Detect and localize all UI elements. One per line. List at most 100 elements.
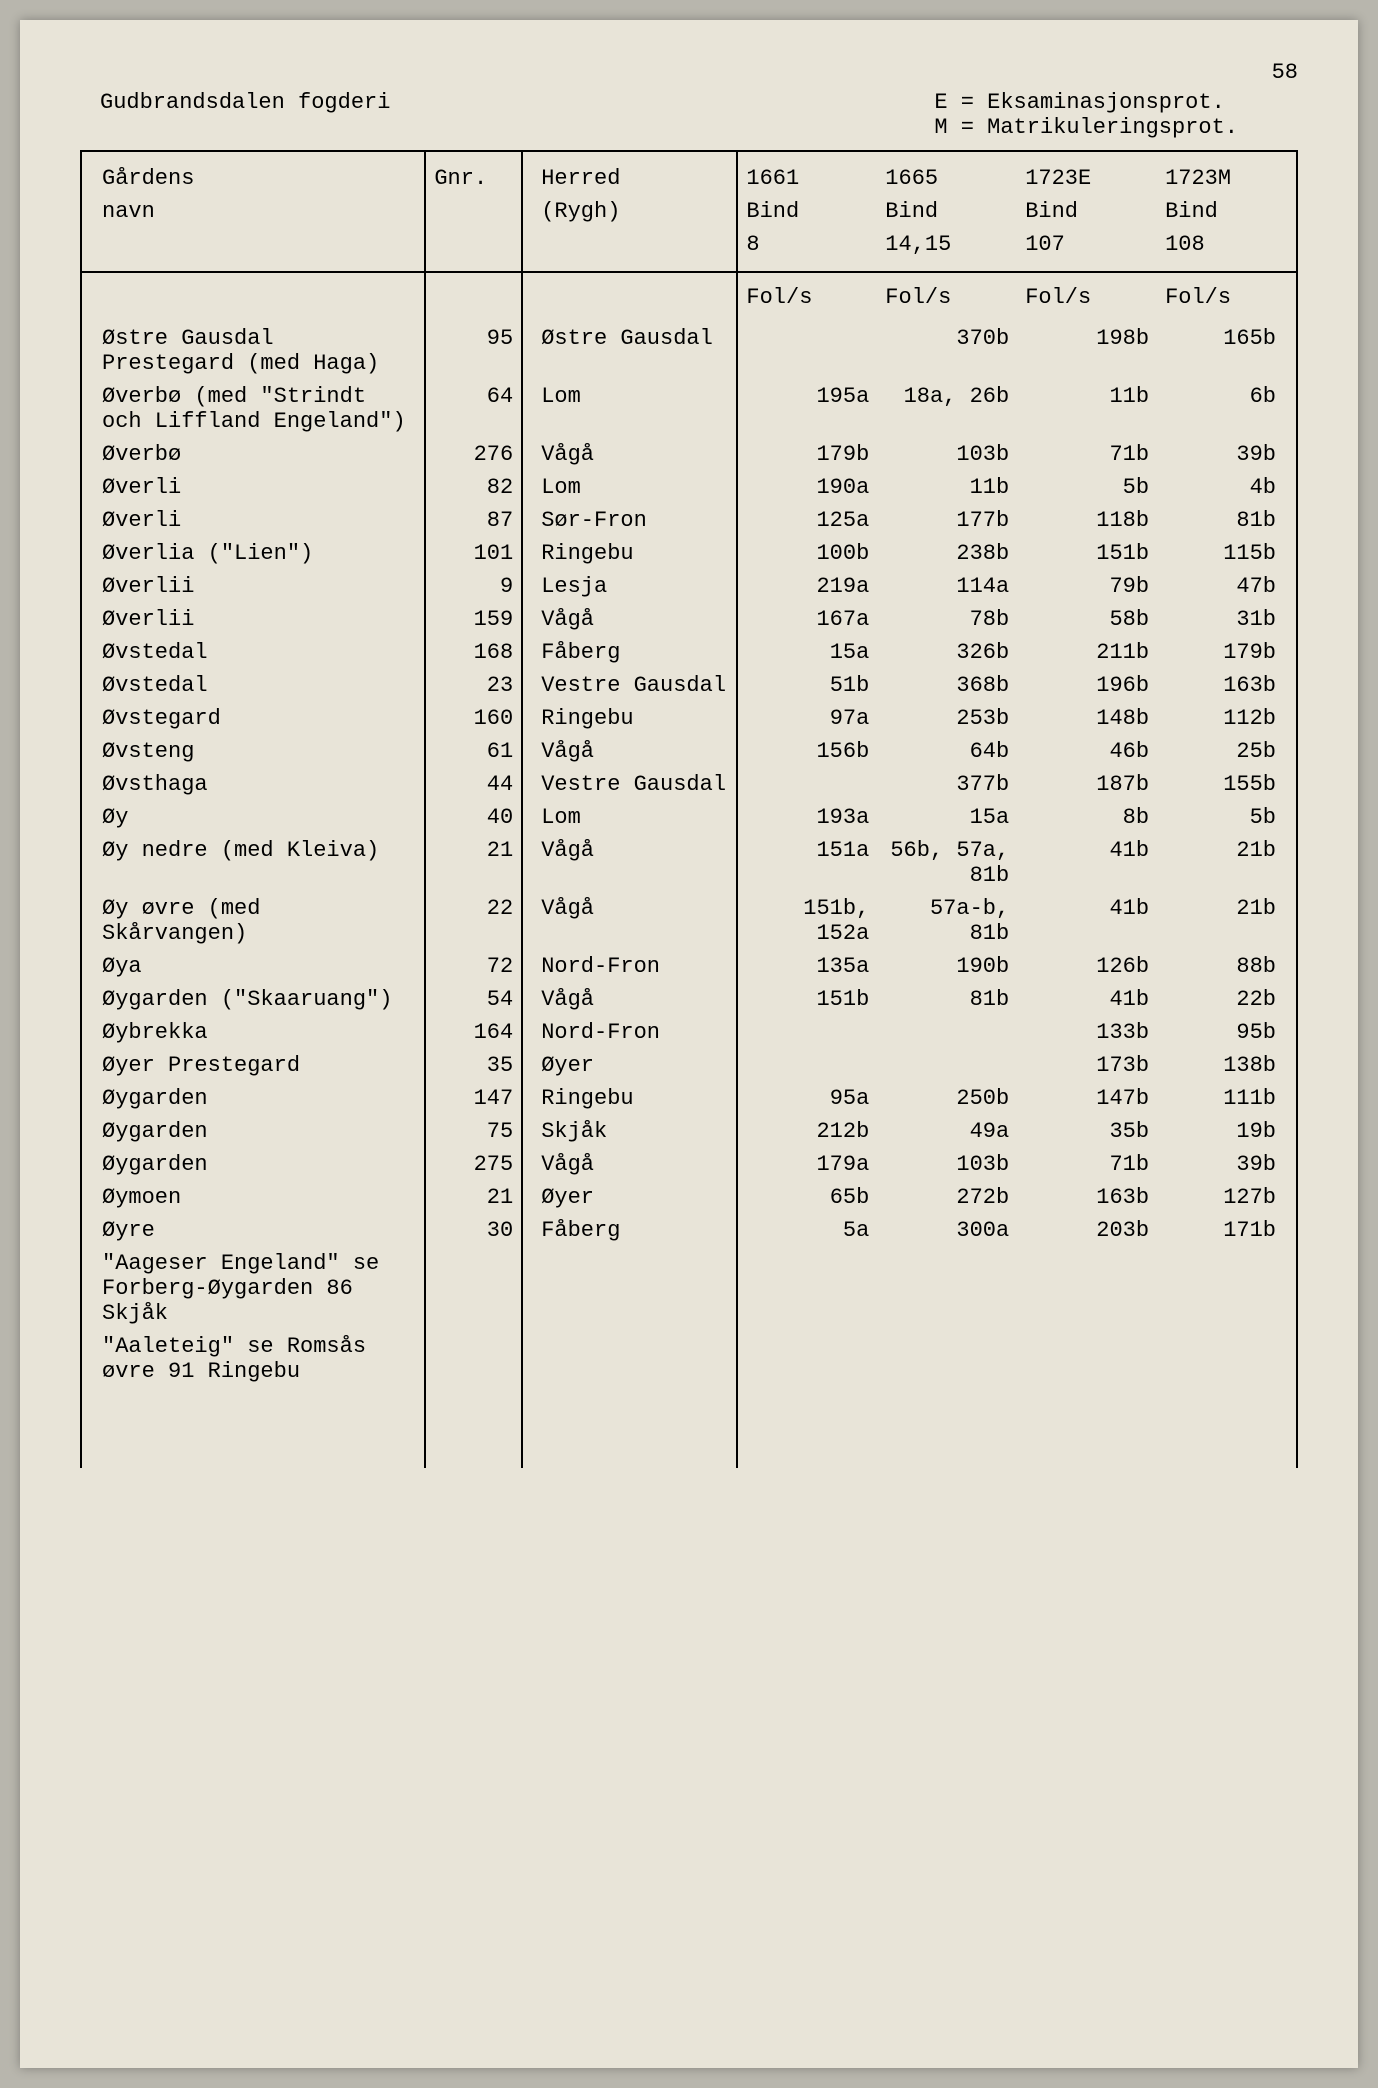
cell-gnr: [425, 1247, 522, 1330]
cell-1723m: 39b: [1157, 438, 1297, 471]
cell-1661: [737, 1330, 877, 1388]
cell-1723e: 198b: [1017, 322, 1157, 380]
cell-1661: 51b: [737, 669, 877, 702]
cell-name: Øyer Prestegard: [81, 1049, 425, 1082]
cell-1723m: [1157, 1247, 1297, 1330]
cell-1723m: 25b: [1157, 735, 1297, 768]
cell-gnr: 44: [425, 768, 522, 801]
cell-herred: [522, 1247, 737, 1330]
cell-herred: Vågå: [522, 983, 737, 1016]
table-row: Øverlii159Vågå167a78b58b31b: [81, 603, 1297, 636]
cell-gnr: 95: [425, 322, 522, 380]
cell-1723e: 79b: [1017, 570, 1157, 603]
cell-1661: 100b: [737, 537, 877, 570]
cell-name: Øymoen: [81, 1181, 425, 1214]
cell-1661: 179b: [737, 438, 877, 471]
cell-name: Østre Gausdal Prestegard (med Haga): [81, 322, 425, 380]
cell-1665: 56b, 57a, 81b: [877, 834, 1017, 892]
cell-1665: 253b: [877, 702, 1017, 735]
cell-gnr: 54: [425, 983, 522, 1016]
cell-1661: 156b: [737, 735, 877, 768]
cell-gnr: 159: [425, 603, 522, 636]
cell-1665: 114a: [877, 570, 1017, 603]
cell-1665: 326b: [877, 636, 1017, 669]
table-row: Øy øvre (med Skårvangen)22Vågå151b, 152a…: [81, 892, 1297, 950]
table-row: Øverli82Lom190a11b5b4b: [81, 471, 1297, 504]
cell-herred: Lom: [522, 801, 737, 834]
cell-1665: 300a: [877, 1214, 1017, 1247]
cell-name: Øvstedal: [81, 669, 425, 702]
cell-gnr: 72: [425, 950, 522, 983]
cell-1661: 190a: [737, 471, 877, 504]
cell-herred: Fåberg: [522, 1214, 737, 1247]
cell-gnr: 9: [425, 570, 522, 603]
table-row: Øvstegard160Ringebu97a253b148b112b: [81, 702, 1297, 735]
table-row: Øvstedal168Fåberg15a326b211b179b: [81, 636, 1297, 669]
cell-1665: 18a, 26b: [877, 380, 1017, 438]
cell-1723e: 187b: [1017, 768, 1157, 801]
fols-1723m: Fol/s: [1157, 272, 1297, 322]
cell-name: Øyre: [81, 1214, 425, 1247]
legend: E = Eksaminasjonsprot. M = Matrikulering…: [934, 90, 1298, 140]
cell-1661: [737, 1016, 877, 1049]
fols-1723e: Fol/s: [1017, 272, 1157, 322]
fols-row: Fol/s Fol/s Fol/s Fol/s: [81, 272, 1297, 322]
cell-herred: Vågå: [522, 1148, 737, 1181]
cell-1723m: 81b: [1157, 504, 1297, 537]
cell-1723e: 5b: [1017, 471, 1157, 504]
cell-1723m: 138b: [1157, 1049, 1297, 1082]
cell-name: Øybrekka: [81, 1016, 425, 1049]
cell-1723e: 203b: [1017, 1214, 1157, 1247]
cell-1723m: [1157, 1330, 1297, 1388]
cell-1723m: 47b: [1157, 570, 1297, 603]
header-row: Gårdens navn Gnr. Herred (Rygh) 1661 Bin…: [81, 151, 1297, 272]
cell-1723e: 147b: [1017, 1082, 1157, 1115]
cell-name: Øverlii: [81, 570, 425, 603]
table-row: Øy40Lom193a15a8b5b: [81, 801, 1297, 834]
table-row: Øverbø276Vågå179b103b71b39b: [81, 438, 1297, 471]
cell-herred: Lom: [522, 380, 737, 438]
cell-1723m: 95b: [1157, 1016, 1297, 1049]
col-header-1661: 1661 Bind 8: [737, 151, 877, 272]
cell-herred: Vågå: [522, 603, 737, 636]
cell-1661: 151b, 152a: [737, 892, 877, 950]
cell-1723m: 155b: [1157, 768, 1297, 801]
cell-1665: 238b: [877, 537, 1017, 570]
cell-herred: Ringebu: [522, 702, 737, 735]
table-row: Øverlii9Lesja219a114a79b47b: [81, 570, 1297, 603]
cell-1661: 195a: [737, 380, 877, 438]
cell-1723m: 163b: [1157, 669, 1297, 702]
cell-1723m: 171b: [1157, 1214, 1297, 1247]
cell-gnr: 101: [425, 537, 522, 570]
cell-1661: 95a: [737, 1082, 877, 1115]
col-header-1723m: 1723M Bind 108: [1157, 151, 1297, 272]
cell-1723e: 35b: [1017, 1115, 1157, 1148]
cell-gnr: 82: [425, 471, 522, 504]
cell-name: Øverlii: [81, 603, 425, 636]
col-header-herred: Herred (Rygh): [522, 151, 737, 272]
cell-1665: [877, 1247, 1017, 1330]
cell-gnr: 21: [425, 1181, 522, 1214]
cell-1665: 81b: [877, 983, 1017, 1016]
cell-gnr: 21: [425, 834, 522, 892]
table-row: Øya72Nord-Fron135a190b126b88b: [81, 950, 1297, 983]
cell-name: Øygarden: [81, 1082, 425, 1115]
cell-1665: 103b: [877, 438, 1017, 471]
cell-1723e: 58b: [1017, 603, 1157, 636]
cell-name: Øverli: [81, 471, 425, 504]
cell-1723m: 112b: [1157, 702, 1297, 735]
table-row: Øy nedre (med Kleiva)21Vågå151a56b, 57a,…: [81, 834, 1297, 892]
cell-1723e: 41b: [1017, 892, 1157, 950]
cell-name: Øverlia ("Lien"): [81, 537, 425, 570]
cell-1661: 179a: [737, 1148, 877, 1181]
cell-herred: Vestre Gausdal: [522, 669, 737, 702]
col-header-1723e: 1723E Bind 107: [1017, 151, 1157, 272]
table-row: Øygarden ("Skaaruang")54Vågå151b81b41b22…: [81, 983, 1297, 1016]
cell-name: Øygarden: [81, 1148, 425, 1181]
cell-gnr: 61: [425, 735, 522, 768]
cell-gnr: 87: [425, 504, 522, 537]
cell-1723e: 173b: [1017, 1049, 1157, 1082]
cell-1665: 370b: [877, 322, 1017, 380]
cell-name: Øy nedre (med Kleiva): [81, 834, 425, 892]
cell-herred: Vågå: [522, 892, 737, 950]
